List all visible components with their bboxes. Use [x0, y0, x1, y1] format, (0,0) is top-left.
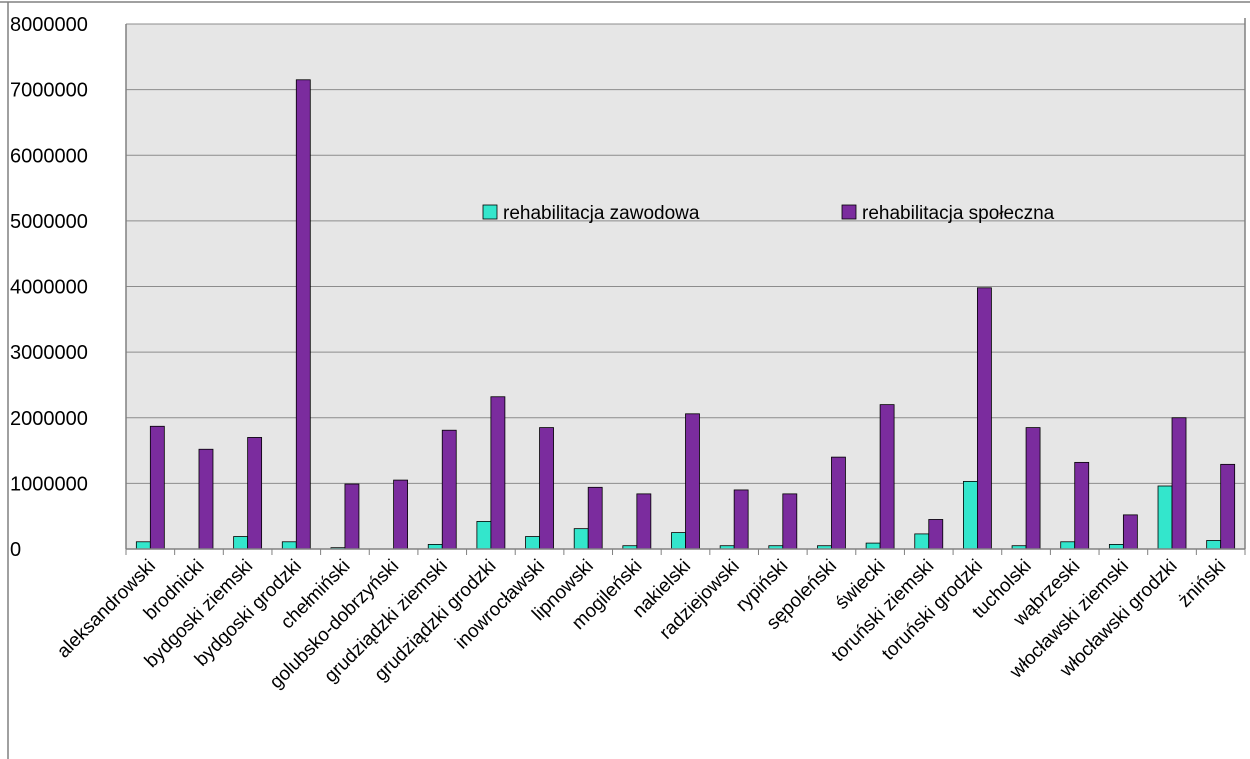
bar-spoleczna — [295, 79, 311, 550]
bar-zawodowa — [233, 536, 249, 550]
y-tick-labels: 0 1000000 2000000 3000000 4000000 5000000 6000… — [10, 14, 88, 561]
bar-spoleczna — [1220, 463, 1236, 550]
bar-zawodowa — [281, 541, 297, 550]
bar-spoleczna — [441, 429, 457, 550]
bar-spoleczna — [587, 486, 603, 550]
bar-zawodowa — [1060, 541, 1076, 550]
x-category-label: żniński — [1174, 556, 1230, 612]
bar-zawodowa — [914, 533, 930, 550]
bar-zawodowa — [671, 532, 686, 550]
bar-spoleczna — [344, 483, 360, 550]
bar-spoleczna — [1025, 427, 1041, 550]
bar-spoleczna — [977, 287, 992, 550]
bar-spoleczna — [149, 425, 165, 550]
bar-spoleczna — [198, 448, 214, 550]
bar-spoleczna — [1171, 417, 1187, 550]
bar-spoleczna — [1074, 461, 1090, 550]
bar-spoleczna — [490, 396, 506, 550]
bar-spoleczna — [636, 493, 652, 550]
bar-spoleczna — [247, 437, 263, 550]
bar-spoleczna — [928, 519, 944, 550]
bar-zawodowa — [963, 481, 978, 550]
bar-zawodowa — [1157, 485, 1173, 550]
bar-spoleczna — [685, 413, 700, 550]
y-tick-label: 4000000 — [10, 277, 88, 299]
bar-spoleczna — [393, 479, 408, 550]
legend: rehabilitacja zawodowa rehabilitacja społ… — [482, 203, 1055, 224]
bar-spoleczna — [879, 404, 895, 550]
bar-spoleczna — [539, 427, 554, 550]
legend-swatch — [482, 204, 498, 220]
bar-zawodowa — [573, 528, 589, 550]
y-tick-label: 0 — [10, 539, 21, 561]
y-tick-label: 5000000 — [10, 211, 88, 233]
y-tick-label: 1000000 — [10, 473, 88, 495]
bar-spoleczna — [782, 493, 798, 550]
legend-label: rehabilitacja społeczna — [862, 203, 1055, 224]
bar-spoleczna — [831, 456, 846, 550]
y-tick-label: 6000000 — [10, 145, 88, 167]
y-tick-label: 3000000 — [10, 342, 88, 364]
bars — [135, 79, 1236, 550]
legend-label: rehabilitacja zawodowa — [503, 203, 700, 224]
bar-spoleczna — [733, 489, 749, 550]
y-tick-label: 2000000 — [10, 408, 88, 430]
bar-zawodowa — [476, 521, 492, 550]
y-tick-label: 7000000 — [10, 80, 88, 102]
bar-spoleczna — [1122, 514, 1138, 550]
bar-zawodowa — [1206, 540, 1222, 550]
bar-zawodowa — [135, 541, 151, 550]
y-tick-label: 8000000 — [10, 14, 88, 36]
bar-zawodowa — [865, 542, 881, 550]
bar-zawodowa — [525, 536, 540, 550]
legend-swatch — [841, 204, 857, 220]
